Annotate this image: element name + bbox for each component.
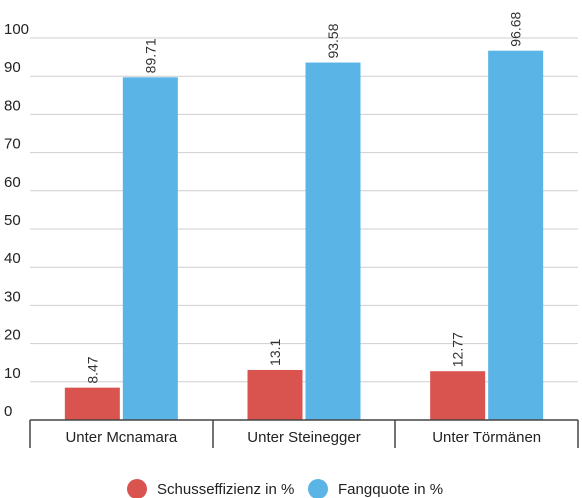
y-tick-label: 30 <box>4 288 21 305</box>
bar <box>247 369 303 420</box>
bar <box>430 371 486 420</box>
y-tick-label: 10 <box>4 365 21 382</box>
y-tick-label: 0 <box>4 403 12 420</box>
legend: Schusseffizienz in % Fangquote in % <box>127 479 443 498</box>
data-label: 12.77 <box>450 332 466 367</box>
y-tick-label: 90 <box>4 59 21 76</box>
legend-label: Schusseffizienz in % <box>157 481 294 498</box>
bar <box>305 62 361 420</box>
data-labels: 8.47 89.71 13.1 93.58 12.77 96.68 <box>84 11 523 383</box>
y-tick-label: 50 <box>4 212 21 229</box>
y-tick-label: 60 <box>4 174 21 191</box>
data-label: 8.47 <box>84 356 100 383</box>
data-label: 13.1 <box>267 338 283 365</box>
bar <box>64 387 120 420</box>
y-tick-label: 80 <box>4 97 21 114</box>
y-tick-label: 70 <box>4 136 21 153</box>
category-label: Unter Steinegger <box>247 429 360 446</box>
data-label: 89.71 <box>142 38 158 73</box>
legend-label: Fangquote in % <box>338 481 443 498</box>
x-axis: Unter Mcnamara Unter Steinegger Unter Törm… <box>29 419 579 448</box>
data-label: 96.68 <box>508 11 524 46</box>
legend-swatch <box>127 479 147 498</box>
data-label: 93.58 <box>325 23 341 58</box>
y-axis-tick-labels: 0 10 20 30 40 50 60 70 80 90 100 <box>4 21 29 420</box>
bar <box>122 77 178 420</box>
category-label: Unter Mcnamara <box>65 429 177 446</box>
y-tick-label: 20 <box>4 327 21 344</box>
legend-swatch <box>308 479 328 498</box>
bar <box>488 50 544 420</box>
category-label: Unter Törmänen <box>432 429 541 446</box>
y-tick-label: 40 <box>4 250 21 267</box>
y-tick-label: 100 <box>4 21 29 38</box>
bars <box>64 50 544 420</box>
gridlines <box>30 37 578 383</box>
